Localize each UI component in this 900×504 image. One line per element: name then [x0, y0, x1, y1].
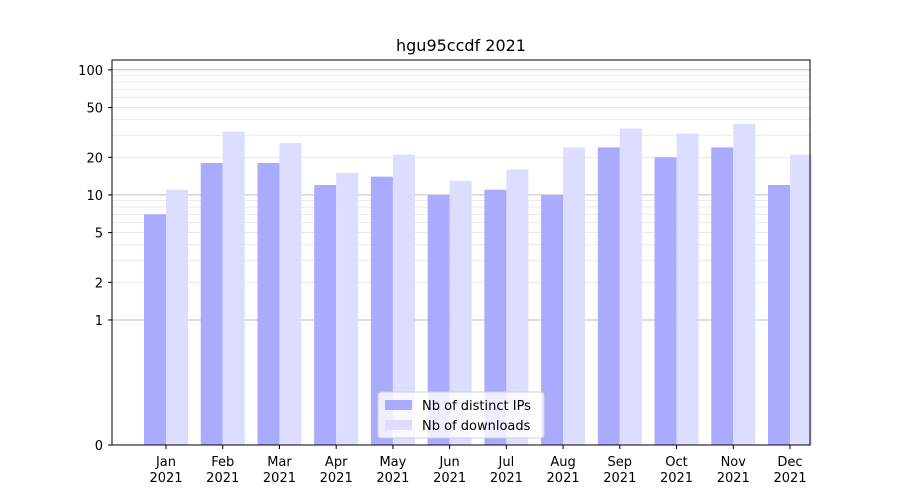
- bar-downloads: [619, 128, 642, 445]
- bar-downloads: [222, 131, 245, 445]
- x-tick-month: Oct: [665, 455, 687, 470]
- bar-downloads: [790, 154, 812, 446]
- x-tick-month: Feb: [211, 455, 234, 470]
- bar-downloads: [506, 169, 529, 445]
- bar-distinct-ips: [370, 176, 393, 445]
- x-tick-year: 2021: [773, 471, 806, 486]
- bar-distinct-ips: [427, 194, 450, 445]
- bar-distinct-ips: [200, 163, 223, 445]
- x-tick-year: 2021: [603, 471, 636, 486]
- y-tick-label: 2: [95, 276, 103, 291]
- bar-distinct-ips: [711, 147, 734, 446]
- x-tick-year: 2021: [206, 471, 239, 486]
- legend-box: [377, 391, 545, 439]
- x-tick-month: Jul: [498, 455, 515, 470]
- x-tick-month: May: [379, 455, 406, 470]
- bars: [144, 123, 812, 446]
- x-tick-year: 2021: [376, 471, 409, 486]
- x-tick-month: Jan: [155, 455, 176, 470]
- x-tick-month: Aug: [550, 455, 575, 470]
- bar-downloads: [449, 180, 472, 445]
- x-tick-year: 2021: [433, 471, 466, 486]
- x-tick-year: 2021: [717, 471, 750, 486]
- bar-distinct-ips: [144, 214, 166, 445]
- plot-frame: [111, 59, 811, 446]
- bar-distinct-ips: [541, 194, 564, 445]
- legend: Nb of distinct IPs Nb of downloads: [377, 391, 545, 439]
- y-tick-label: 5: [95, 227, 103, 242]
- x-tick-month: Dec: [777, 455, 802, 470]
- bar-distinct-ips: [257, 163, 280, 445]
- bar-distinct-ips: [768, 185, 790, 445]
- x-tick-year: 2021: [263, 471, 296, 486]
- bar-downloads: [733, 123, 756, 445]
- legend-swatch: [385, 420, 412, 430]
- legend-label: Nb of downloads: [422, 419, 531, 434]
- chart-title: hgu95ccdf 2021: [396, 36, 526, 55]
- x-tick-year: 2021: [149, 471, 182, 486]
- y-tick-label: 1: [95, 314, 103, 329]
- bar-downloads: [563, 147, 586, 446]
- bar-downloads: [166, 189, 188, 445]
- x-tick-month: Nov: [721, 455, 747, 470]
- y-tick-label: 20: [86, 151, 103, 166]
- bar-downloads: [676, 133, 699, 445]
- y-tick-label: 100: [78, 64, 103, 79]
- bar-downloads: [392, 154, 415, 446]
- y-tick-label: 10: [86, 189, 103, 204]
- x-tick-year: 2021: [660, 471, 693, 486]
- bar-distinct-ips: [484, 189, 507, 445]
- bar-downloads: [336, 172, 359, 445]
- bar-distinct-ips: [654, 157, 677, 445]
- x-tick-month: Jun: [438, 455, 459, 470]
- x-tick-month: Mar: [267, 455, 292, 470]
- y-tick-label: 0: [95, 439, 103, 454]
- legend-label: Nb of distinct IPs: [422, 399, 531, 414]
- x-tick-year: 2021: [490, 471, 523, 486]
- bar-downloads: [279, 143, 302, 445]
- legend-swatch: [385, 400, 412, 410]
- x-tick-month: Apr: [325, 455, 348, 470]
- x-tick-month: Sep: [608, 455, 633, 470]
- bar-distinct-ips: [314, 185, 337, 445]
- bar-distinct-ips: [597, 147, 620, 446]
- y-tick-label: 50: [86, 102, 103, 117]
- x-tick-year: 2021: [320, 471, 353, 486]
- y-axis-ticks: 0 1 2 5 10 20 50 100: [78, 64, 112, 454]
- x-tick-year: 2021: [547, 471, 580, 486]
- x-axis-ticks: Jan2021Feb2021Mar2021Apr2021May2021Jun20…: [149, 445, 807, 486]
